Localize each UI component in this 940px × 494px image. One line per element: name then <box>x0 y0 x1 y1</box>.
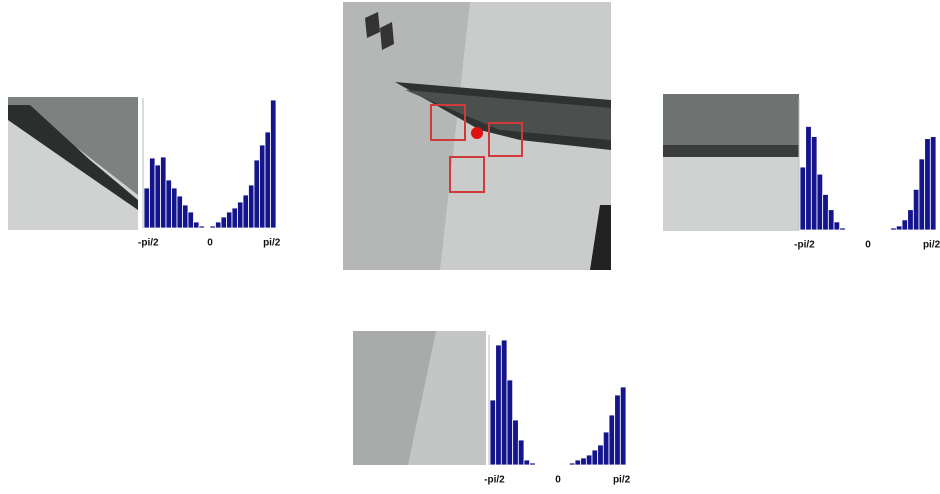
bar <box>194 222 200 228</box>
bar <box>501 340 507 465</box>
bar <box>177 196 183 228</box>
x-tick-label: 0 <box>207 238 213 249</box>
bar <box>896 226 902 230</box>
bar <box>834 222 840 230</box>
bar <box>823 194 829 230</box>
bar <box>524 460 530 465</box>
bar <box>913 189 919 230</box>
bar <box>615 395 621 465</box>
bar <box>609 415 615 465</box>
bar <box>227 212 233 228</box>
bar <box>221 217 227 228</box>
bar <box>496 345 502 465</box>
bar <box>144 188 150 228</box>
figure: -pi/2 0 pi/2 -pi/2 0 pi/2 -pi/2 0 pi/2 <box>0 0 940 494</box>
bar <box>216 222 222 228</box>
bar <box>507 380 513 465</box>
bar <box>592 450 598 465</box>
right-patch <box>663 94 799 231</box>
x-tick-label: -pi/2 <box>484 475 505 486</box>
bar <box>254 160 260 228</box>
x-tick-label: -pi/2 <box>138 238 159 249</box>
bottom-patch <box>353 331 486 465</box>
bar <box>603 432 609 465</box>
bar <box>575 460 581 465</box>
bar <box>166 180 172 228</box>
bar <box>811 137 817 230</box>
bar <box>908 210 914 230</box>
bar <box>161 157 167 228</box>
bar <box>183 205 189 228</box>
bar <box>238 202 244 228</box>
x-tick-label: 0 <box>555 475 561 486</box>
bar <box>188 212 194 228</box>
bar <box>518 440 524 465</box>
left-patch <box>8 97 138 230</box>
bar <box>243 195 249 228</box>
x-tick-label: pi/2 <box>263 238 281 249</box>
bar <box>828 210 834 230</box>
bar <box>598 445 604 465</box>
bar <box>800 167 806 230</box>
bar <box>586 455 592 465</box>
x-tick-label: pi/2 <box>613 475 631 486</box>
bar <box>569 463 575 465</box>
x-tick-label: pi/2 <box>923 240 940 251</box>
bar <box>806 126 812 230</box>
bar <box>902 220 908 230</box>
bar <box>260 145 266 228</box>
bar <box>513 420 519 465</box>
bar <box>530 463 536 465</box>
bar <box>930 137 936 230</box>
bar <box>172 188 178 228</box>
bar <box>840 228 846 230</box>
bar <box>925 139 931 230</box>
bar <box>891 228 897 230</box>
bar <box>581 458 587 465</box>
bar <box>249 185 255 228</box>
bar <box>155 165 161 228</box>
bar <box>919 159 925 230</box>
bar <box>210 226 216 228</box>
bar <box>265 132 271 228</box>
x-tick-label: 0 <box>865 240 871 251</box>
bar <box>150 158 156 228</box>
bar <box>490 400 496 465</box>
bar <box>620 387 626 465</box>
bar <box>271 100 277 228</box>
bar <box>199 226 205 228</box>
bar <box>817 174 823 230</box>
bar <box>232 208 238 228</box>
center-image <box>343 2 611 270</box>
x-tick-label: -pi/2 <box>794 240 815 251</box>
